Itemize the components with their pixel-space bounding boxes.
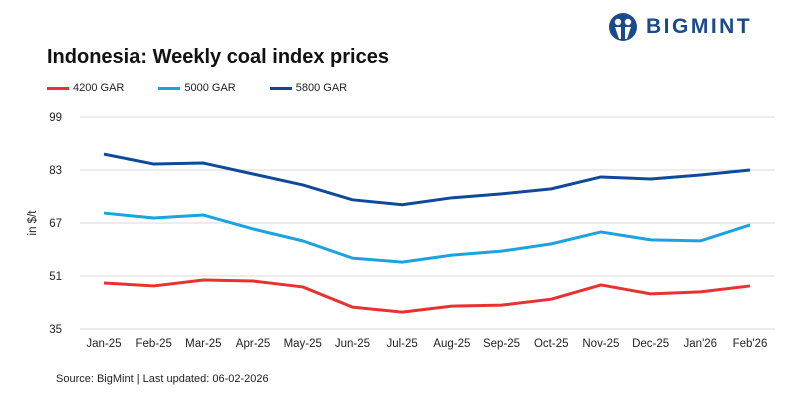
x-tick-label: Jun-25 [335, 338, 370, 350]
legend: 4200 GAR 5000 GAR 5800 GAR [47, 82, 347, 94]
x-tick-label: Jan-25 [86, 338, 121, 350]
bigmint-logo-icon [609, 13, 637, 41]
x-tick-label: Sep-25 [483, 338, 520, 350]
x-tick-label: Jan'26 [684, 338, 718, 350]
bigmint-logo: BIGMINT [608, 12, 752, 42]
x-tick-label: Dec-25 [632, 338, 669, 350]
chart-title: Indonesia: Weekly coal index prices [47, 46, 389, 68]
x-tick-label: Apr-25 [236, 338, 271, 350]
y-tick-label: 35 [49, 324, 62, 336]
series-line-4200-gar [103, 278, 751, 314]
x-tick-label: Mar-25 [185, 338, 221, 350]
y-tick-label: 83 [49, 165, 62, 177]
y-tick-label: 67 [49, 218, 62, 230]
legend-swatch [269, 86, 292, 90]
x-tick-label: Aug-25 [433, 338, 470, 350]
legend-label: 4200 GAR [73, 82, 125, 94]
legend-swatch [47, 86, 69, 90]
x-tick-label: Nov-25 [582, 338, 619, 350]
y-tick-label: 51 [49, 271, 62, 283]
legend-item: 5000 GAR [158, 82, 236, 94]
source-note: Source: BigMint | Last updated: 06-02-20… [56, 373, 269, 385]
x-tick-label: Feb'26 [733, 338, 768, 350]
x-tick-label: Feb-25 [135, 338, 171, 350]
legend-item: 4200 GAR [47, 82, 124, 94]
y-axis-label: in $/t [27, 210, 39, 236]
x-tick-label: Jul-25 [386, 338, 417, 350]
legend-item: 5800 GAR [269, 82, 348, 94]
brand-name: BIGMINT [646, 15, 753, 38]
series-line-5000-gar [103, 211, 751, 264]
x-tick-label: Oct-25 [534, 338, 569, 350]
y-tick-label: 99 [49, 112, 62, 124]
series-line-5800-gar [103, 152, 751, 207]
legend-label: 5800 GAR [295, 82, 348, 94]
legend-label: 5000 GAR [184, 82, 236, 94]
legend-swatch [158, 86, 181, 90]
x-tick-label: May-25 [284, 338, 322, 350]
